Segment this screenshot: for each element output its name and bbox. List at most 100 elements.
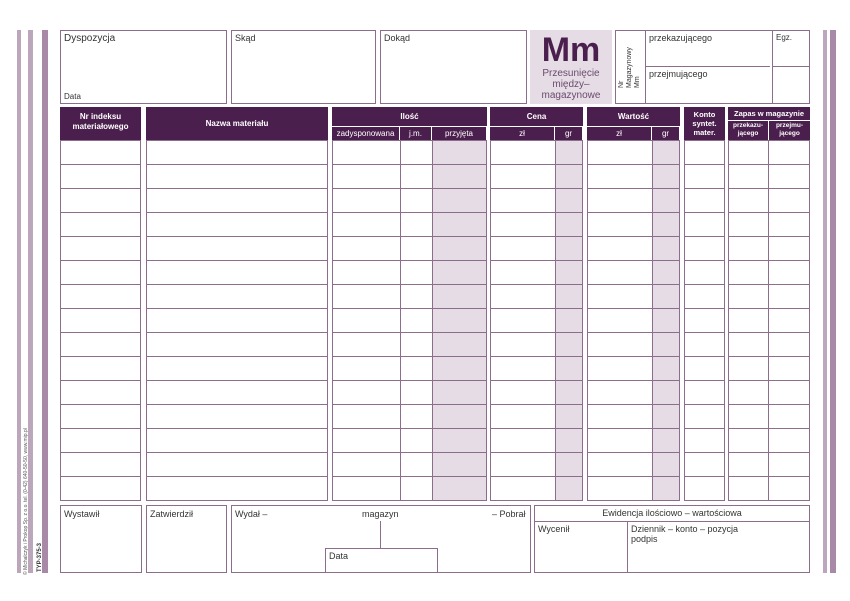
subheader-cell xyxy=(490,127,554,140)
label: Wycenił xyxy=(538,524,570,534)
divider xyxy=(645,66,770,67)
row-line xyxy=(60,332,141,333)
shaded-column xyxy=(432,140,487,500)
row-line xyxy=(587,260,680,261)
row-line xyxy=(60,284,141,285)
row-line xyxy=(587,476,680,477)
header-label w: Nr indeksu xyxy=(79,112,122,121)
row-line xyxy=(490,212,583,213)
label: Wydał – xyxy=(235,509,268,519)
row-line xyxy=(332,428,487,429)
row-line xyxy=(684,284,725,285)
header-label: mater. xyxy=(693,127,716,137)
table-column xyxy=(587,140,680,501)
table-column xyxy=(684,140,725,501)
row-line xyxy=(728,188,810,189)
label: podpis xyxy=(631,534,658,544)
field-box xyxy=(146,505,227,573)
subheader-cell xyxy=(432,127,486,140)
label: przekazującego xyxy=(649,33,713,43)
row-line xyxy=(146,260,328,261)
row-line xyxy=(684,260,725,261)
label: – Pobrał xyxy=(492,509,526,519)
divider xyxy=(772,66,810,67)
row-line xyxy=(587,188,680,189)
row-line xyxy=(684,404,725,405)
row-line xyxy=(587,356,680,357)
row-line xyxy=(60,380,141,381)
nr-label: Magazynowy xyxy=(626,47,633,88)
footer-header: Ewidencja ilościowo – wartościowa xyxy=(602,508,742,518)
subheader-cell xyxy=(769,121,810,140)
row-line xyxy=(60,428,141,429)
row-line xyxy=(60,404,141,405)
row-line xyxy=(60,452,141,453)
row-line xyxy=(587,404,680,405)
table-column xyxy=(146,140,328,501)
label: Data xyxy=(329,551,349,561)
row-line xyxy=(684,476,725,477)
row-line xyxy=(60,260,141,261)
label: Dokąd xyxy=(384,33,411,43)
row-line xyxy=(587,284,680,285)
row-line xyxy=(146,452,328,453)
header-label: gr xyxy=(661,128,670,138)
row-line xyxy=(728,308,810,309)
shaded-column xyxy=(555,140,583,500)
row-line xyxy=(146,404,328,405)
header-cell xyxy=(684,107,725,140)
row-line xyxy=(684,428,725,429)
shaded-column xyxy=(652,140,680,500)
nr-label: Nr xyxy=(618,80,625,88)
label: Data xyxy=(64,92,81,101)
header-cell xyxy=(490,107,583,126)
table-column xyxy=(60,140,141,501)
row-line xyxy=(146,380,328,381)
header-label: zadysponowana xyxy=(336,128,395,138)
header-label: j.m. xyxy=(409,128,422,138)
row-line xyxy=(60,476,141,477)
label: przejmującego xyxy=(649,69,708,79)
row-line xyxy=(587,452,680,453)
header-label: syntet. xyxy=(692,118,717,128)
row-line xyxy=(332,476,487,477)
row-line xyxy=(490,308,583,309)
row-line xyxy=(587,428,680,429)
title-panel xyxy=(530,30,612,104)
row-line xyxy=(60,356,141,357)
row-line xyxy=(332,356,487,357)
row-line xyxy=(728,212,810,213)
row-line xyxy=(146,476,328,477)
row-line xyxy=(684,380,725,381)
doc-name: Przesunięcie xyxy=(542,67,600,79)
field-box xyxy=(772,30,810,104)
subheader-cell xyxy=(652,127,679,140)
row-line xyxy=(587,164,680,165)
row-line xyxy=(146,356,328,357)
header-label: Konto xyxy=(693,109,716,119)
header-label: Ilość xyxy=(400,111,419,121)
doc-name: magazynowe xyxy=(541,89,601,101)
row-line xyxy=(728,332,810,333)
header-cell xyxy=(146,107,328,140)
row-line xyxy=(490,404,583,405)
header-cell xyxy=(60,107,141,140)
row-line xyxy=(60,308,141,309)
row-line xyxy=(728,356,810,357)
row-line xyxy=(490,356,583,357)
row-line xyxy=(684,164,725,165)
row-line xyxy=(490,452,583,453)
column-line xyxy=(768,140,769,500)
stripe xyxy=(28,30,33,573)
label: Skąd xyxy=(235,33,256,43)
table-column xyxy=(332,140,487,501)
subheader-cell xyxy=(728,121,768,140)
row-line xyxy=(332,308,487,309)
field-box xyxy=(60,30,227,104)
row-line xyxy=(684,212,725,213)
row-line xyxy=(146,164,328,165)
header-label: przekazu- xyxy=(733,121,763,129)
header-label: jącego xyxy=(737,129,759,137)
row-line xyxy=(146,212,328,213)
